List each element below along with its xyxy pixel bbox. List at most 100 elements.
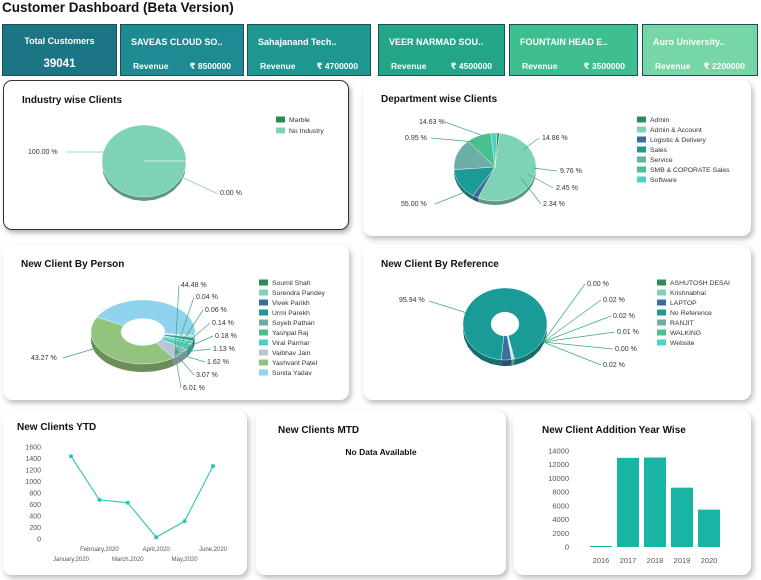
data-label: 0.14 % (212, 320, 234, 327)
pie-slice (467, 132, 496, 168)
leader-line (174, 335, 214, 354)
legend-label: Yashpal Raj (272, 330, 309, 337)
pie-slice-side (512, 359, 514, 366)
legend-swatch (637, 116, 646, 123)
industry-pie-chart: 100.00 % 0.00 % Marble No Industry (28, 116, 324, 201)
data-label: 14.86 % (542, 135, 568, 142)
person-panel[interactable]: New Client By Person 44.48 % 0.04 % 0.06 %… (3, 245, 349, 400)
x-tick-label: 2019 (674, 556, 691, 565)
data-label: 9.76 % (560, 168, 582, 175)
legend-swatch (637, 176, 646, 183)
reference-pie-chart: 0.00 % 0.02 % 0.02 % 0.01 % 0.00 % 0.02 % 95.9… (399, 279, 730, 369)
legend-swatch (259, 369, 268, 376)
customer-name: SAVEAS CLOUD SO.. (131, 37, 223, 47)
legend-label: Yashvant Patel (272, 360, 318, 367)
revenue-label: Revenue (133, 61, 169, 71)
ytd-panel[interactable]: New Clients YTD 0 200 400 600 800 1000 1200 140… (3, 411, 247, 575)
x-tick-label: January,2020 (53, 557, 90, 563)
legend-label: ASHUTOSH DESAI (670, 280, 730, 287)
y-tick-label: 14000 (548, 447, 569, 456)
leader-line (542, 283, 586, 343)
legend-swatch (657, 309, 666, 316)
leader-line (428, 300, 468, 314)
panel-title: Industry wise Clients (22, 95, 123, 106)
legend-swatch (276, 127, 285, 134)
bar (644, 457, 666, 547)
total-customers-value: 39041 (43, 58, 76, 70)
leader-line (174, 348, 212, 354)
pie-slice-side (472, 195, 479, 202)
person-pie-chart: 44.48 % 0.04 % 0.06 % 0.14 % 0.18 % 1.13 % 1.6… (31, 279, 326, 392)
department-panel[interactable]: Department wise Clients 14.63 % 0.95 % 55.… (363, 80, 751, 236)
revenue-card[interactable]: Auro University.. Revenue ₹ 2200000 (642, 24, 758, 76)
data-label: 0.02 % (603, 362, 625, 369)
pie-slice-side (186, 343, 192, 358)
revenue-card[interactable]: VEER NARMAD SOU.. Revenue ₹ 4500000 (378, 24, 505, 76)
pie-slice-side (513, 359, 514, 366)
pie-slice-side (511, 359, 513, 366)
data-label: 2.45 % (556, 185, 578, 192)
legend-label: No Industry (289, 128, 324, 135)
legend-label: LAPTOP (670, 300, 697, 307)
department-pie-chart: 14.63 % 0.95 % 55.00 % 14.86 % 9.76 % 2.45 % 2… (401, 116, 730, 208)
bar (617, 457, 639, 547)
pie-slice-side (191, 341, 193, 352)
legend-swatch (259, 339, 268, 346)
pie-slice-side (501, 359, 512, 366)
leader-line (542, 341, 602, 366)
x-tick-label: March,2020 (112, 557, 144, 563)
legend-label: Surendra Pandey (272, 290, 326, 297)
legend-label: Vivek Parikh (272, 300, 310, 307)
legend-swatch (259, 289, 268, 296)
legend-swatch (259, 359, 268, 366)
legend-label: WALKING (670, 330, 701, 337)
legend-swatch (657, 279, 666, 286)
pie-slice (453, 141, 496, 170)
data-label: 0.00 % (220, 190, 242, 197)
revenue-amount: ₹ 4500000 (450, 61, 492, 71)
y-tick-label: 1000 (25, 479, 41, 486)
y-tick-label: 1200 (25, 468, 41, 475)
leader-line (542, 341, 614, 350)
revenue-amount: ₹ 4700000 (316, 61, 358, 71)
bar (590, 545, 612, 547)
leader-line (522, 137, 540, 151)
leader-line (174, 296, 195, 354)
customer-name: VEER NARMAD SOU.. (389, 37, 484, 47)
pie-slice (507, 335, 514, 360)
no-data-message: No Data Available (345, 447, 417, 457)
mtd-panel[interactable]: New Clients MTD No Data Available (256, 411, 506, 575)
y-tick-label: 8000 (552, 488, 569, 497)
customer-name: FOUNTAIN HEAD E.. (520, 37, 608, 47)
revenue-label: Revenue (655, 61, 691, 71)
legend-label: RANJIT (670, 320, 694, 327)
y-tick-label: 400 (29, 514, 41, 521)
revenue-card[interactable]: Sahajanand Tech.. Revenue ₹ 4700000 (247, 24, 371, 76)
legend-label: Website (670, 340, 695, 347)
reference-panel[interactable]: New Client By Reference 0.00 % 0.02 % 0.02… (363, 245, 751, 400)
legend-label: No Reference (670, 310, 712, 317)
x-tick-label: May,2020 (172, 557, 199, 563)
pie-slice (96, 299, 196, 336)
leader-line (542, 331, 616, 343)
total-customers-label: Total Customers (24, 36, 95, 46)
revenue-card[interactable]: FOUNTAIN HEAD E.. Revenue ₹ 3500000 (509, 24, 638, 76)
revenue-amount: ₹ 2200000 (703, 61, 745, 71)
revenue-card[interactable]: SAVEAS CLOUD SO.. Revenue ₹ 8500000 (120, 24, 244, 76)
data-label: 3.07 % (196, 372, 218, 379)
legend-swatch (259, 299, 268, 306)
legend-swatch (637, 136, 646, 143)
leader-line (434, 191, 466, 205)
legend-label: Sunita Yadav (272, 370, 312, 377)
industry-panel[interactable]: Industry wise Clients 100.00 % 0.00 % Marb… (3, 80, 349, 230)
y-tick-label: 800 (29, 491, 41, 498)
legend-swatch (276, 116, 285, 123)
data-label: 0.00 % (587, 281, 609, 288)
leader-line (181, 176, 219, 195)
yearwise-panel[interactable]: New Client Addition Year Wise 0 2000 4000 6… (514, 411, 751, 575)
data-point (97, 497, 102, 502)
total-customers-card[interactable]: Total Customers 39041 (2, 24, 117, 76)
x-tick-label: April,2020 (143, 547, 171, 553)
legend-label: Urmi Parekh (272, 310, 310, 317)
data-label: 0.00 % (615, 346, 637, 353)
